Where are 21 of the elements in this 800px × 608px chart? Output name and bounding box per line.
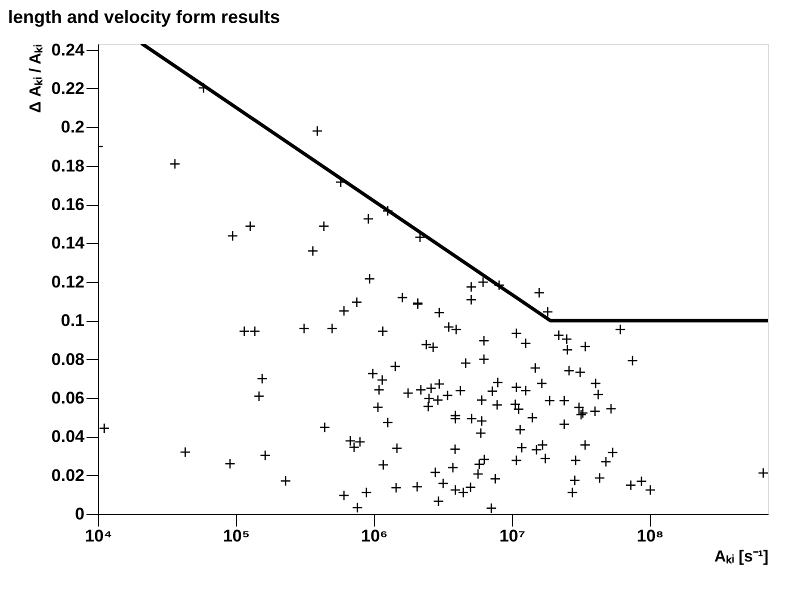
x-tick-label: 10⁵ [222, 526, 250, 546]
y-tick-label: 0.18 [51, 156, 84, 176]
y-tick-label: 0.12 [51, 272, 84, 292]
y-tick-label: 0.1 [60, 311, 84, 330]
y-tick-label: 0 [75, 504, 84, 524]
x-tick-label: 10⁷ [499, 526, 526, 546]
chart-title: length and velocity form results [8, 6, 280, 27]
y-tick-label: 0.06 [51, 388, 84, 408]
y-tick-label: 0.08 [51, 350, 84, 369]
y-tick-label: 0.04 [51, 427, 86, 446]
y-tick-label: 0.24 [51, 40, 86, 60]
x-tick-label: 10⁴ [84, 526, 112, 546]
x-axis-title: Aₖᵢ [s⁻¹] [714, 548, 768, 566]
y-tick-label: 0.14 [51, 234, 86, 253]
y-tick-label: 0.16 [51, 195, 84, 214]
y-axis-title: Δ Aₖᵢ / Aₖᵢ [27, 44, 44, 113]
x-tick-label: 10⁸ [636, 526, 664, 546]
x-tick-label: 10⁶ [360, 526, 388, 546]
y-tick-label: 0.22 [51, 78, 84, 98]
y-tick-label: 0.02 [51, 466, 84, 485]
y-tick-label: 0.2 [60, 118, 84, 137]
